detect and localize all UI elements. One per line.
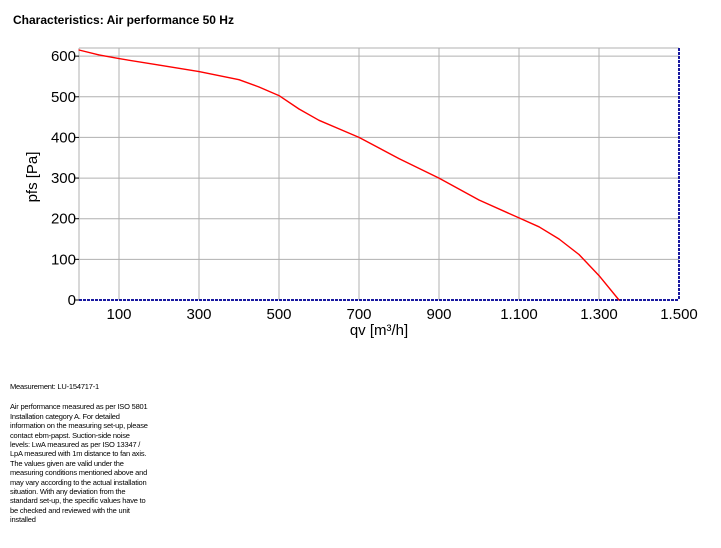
curve-point xyxy=(98,54,100,56)
curve-point xyxy=(318,119,320,121)
description-line: situation. With any deviation from the xyxy=(10,487,126,497)
description-line: installed xyxy=(10,515,36,525)
x-tick-label: 1.500 xyxy=(660,306,698,323)
description-line: LpA measured with 1m distance to fan axi… xyxy=(10,449,147,459)
description-line: information on the measuring set-up, ple… xyxy=(10,421,148,431)
y-tick-label: 400 xyxy=(51,129,76,146)
curve-point xyxy=(438,177,440,179)
curve-point xyxy=(358,136,360,139)
curve-point xyxy=(618,299,620,301)
x-axis-ticks: 100 300 500 700 900 1.100 1.300 1.500 xyxy=(106,306,697,323)
x-tick-label: 1.100 xyxy=(500,306,538,323)
x-tick-label: 900 xyxy=(426,306,451,323)
description-line: may vary according to the actual install… xyxy=(10,477,147,487)
curve-point xyxy=(478,199,480,201)
curve-point xyxy=(258,86,260,88)
y-tick-label: 300 xyxy=(51,170,76,187)
y-tick-label: 200 xyxy=(51,211,76,228)
grid xyxy=(78,47,679,300)
description-line: be checked and reviewed with the unit xyxy=(10,505,130,515)
curve-point xyxy=(538,226,540,228)
x-tick-label: 700 xyxy=(346,306,371,323)
curve-point xyxy=(558,238,560,240)
curve-point xyxy=(158,64,160,66)
x-tick-label: 1.300 xyxy=(580,306,618,323)
y-axis-ticks: 0 100 200 300 400 500 600 xyxy=(51,48,79,309)
curve-point xyxy=(238,79,240,81)
curve-point xyxy=(198,70,200,73)
series xyxy=(78,48,680,301)
curve-point xyxy=(578,253,580,256)
y-tick-label: 500 xyxy=(51,89,76,106)
measurement-description: Air performance measured as per ISO 5801… xyxy=(10,402,178,524)
description-line: The values given are valid under the xyxy=(10,458,124,468)
x-tick-label: 100 xyxy=(106,306,131,323)
curve-point xyxy=(598,275,600,277)
curve-point xyxy=(278,94,280,97)
description-line: Installation category A. For detailed xyxy=(10,411,120,421)
curve-point xyxy=(518,217,520,219)
curve-point xyxy=(398,157,400,160)
y-tick-label: 600 xyxy=(51,48,76,65)
description-line: levels: LwA measured as per ISO 13347 / xyxy=(10,440,141,450)
y-axis-label: pfs [Pa] xyxy=(24,152,41,203)
curve-point xyxy=(298,108,300,110)
chart-title: Characteristics: Air performance 50 Hz xyxy=(13,13,234,27)
description-line: measuring conditions mentioned above and xyxy=(10,468,148,478)
x-tick-label: 500 xyxy=(266,306,291,323)
curve-point xyxy=(78,49,80,51)
x-axis-label: qv [m³/h] xyxy=(350,322,408,339)
description-line: standard set-up, the specific values hav… xyxy=(10,496,146,506)
curve-point xyxy=(118,57,120,60)
measurement-id: Measurement: LU-154717-1 xyxy=(10,382,100,391)
description-line: Air performance measured as per ISO 5801 xyxy=(10,402,148,412)
y-tick-label: 100 xyxy=(51,251,76,268)
y-tick-label: 0 xyxy=(68,292,76,309)
air-performance-curve xyxy=(78,49,620,301)
x-tick-label: 300 xyxy=(186,306,211,323)
description-line: contact ebm-papst. Suction-side noise xyxy=(10,430,130,440)
measurement-notes: Measurement: LU-154717-1 Air performance… xyxy=(10,382,178,525)
